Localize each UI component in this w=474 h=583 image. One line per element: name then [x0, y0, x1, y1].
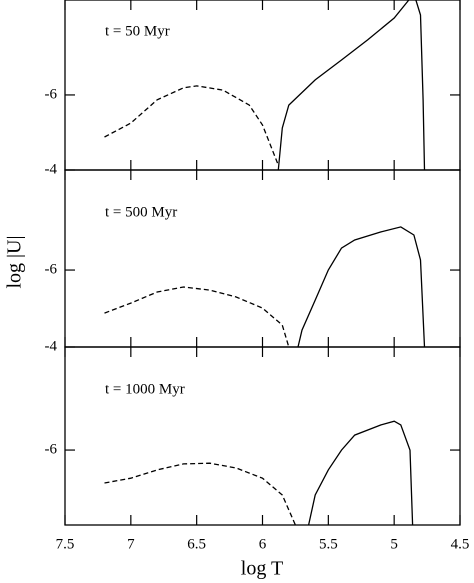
- x-tick-label: 6.5: [187, 536, 206, 552]
- y-tick-label: -6: [45, 441, 58, 457]
- panel-frame: [64, 169, 461, 348]
- panel-annotation: t = 50 Myr: [105, 23, 170, 39]
- series-line: [104, 462, 296, 525]
- series-line: [297, 226, 426, 347]
- y-tick-label: -6: [45, 261, 58, 277]
- panel-annotation: t = 1000 Myr: [105, 381, 185, 397]
- y-tick-label: -4: [45, 161, 58, 177]
- panel-annotation: t = 500 Myr: [105, 204, 177, 220]
- series-line: [104, 85, 279, 166]
- y-tick-label: -6: [45, 86, 58, 102]
- x-axis-label: log T: [241, 558, 283, 580]
- x-tick-label: 7: [127, 536, 135, 552]
- panel-frame: [64, 346, 461, 526]
- x-tick-label: 5.5: [319, 536, 338, 552]
- x-tick-label: 5: [390, 536, 398, 552]
- y-axis-label: log |U|: [4, 235, 26, 288]
- x-tick-label: 4.5: [451, 536, 470, 552]
- y-tick-label: -4: [45, 338, 58, 354]
- x-tick-label: 7.5: [56, 536, 75, 552]
- series-line: [277, 0, 426, 170]
- x-tick-label: 6: [259, 536, 267, 552]
- series-line: [307, 420, 414, 525]
